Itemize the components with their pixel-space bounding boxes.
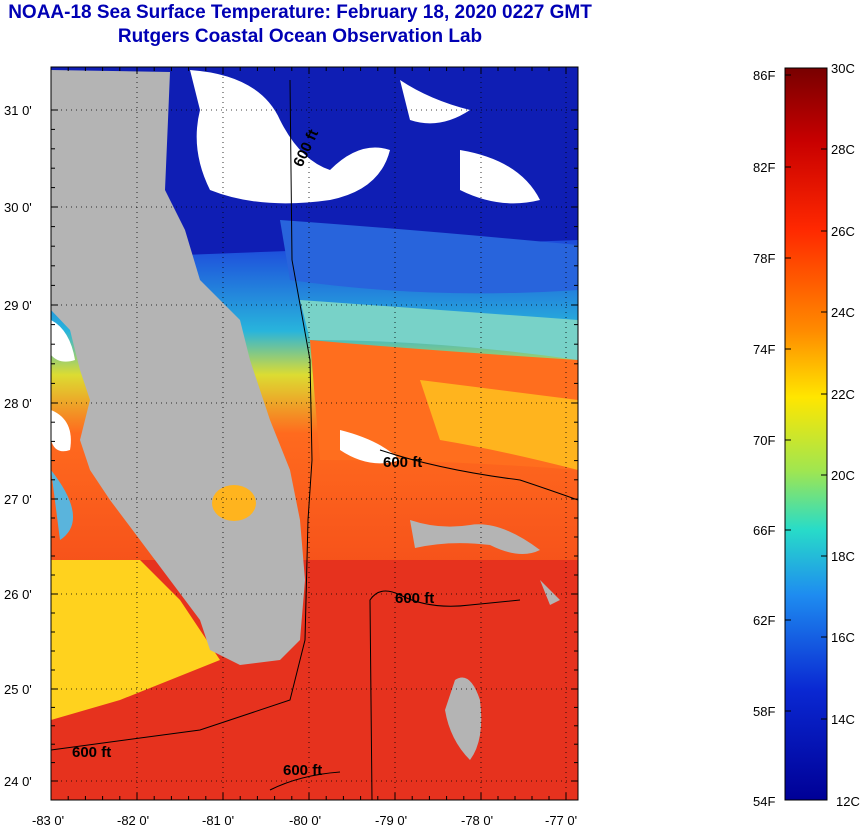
lat-label: 27 0': [4, 492, 32, 507]
celsius-label: 24C: [831, 305, 855, 320]
lat-label: 30 0': [4, 200, 32, 215]
cloud-region: [190, 70, 390, 204]
lon-label: -81 0': [202, 813, 234, 828]
fahrenheit-label: 62F: [753, 613, 775, 628]
celsius-label: 20C: [831, 468, 855, 483]
lat-label: 29 0': [4, 298, 32, 313]
celsius-label: 14C: [831, 712, 855, 727]
lon-label: -82 0': [117, 813, 149, 828]
contour-label-600ft-south: 600 ft: [283, 762, 322, 779]
fahrenheit-label: 82F: [753, 160, 775, 175]
fahrenheit-label: 86F: [753, 68, 775, 83]
andros-island: [445, 677, 482, 760]
lon-label: -78 0': [461, 813, 493, 828]
fahrenheit-label: 54F: [753, 794, 775, 809]
map-title: NOAA-18 Sea Surface Temperature: Februar…: [8, 2, 592, 23]
celsius-label: 12C: [836, 794, 860, 809]
lon-label: -79 0': [375, 813, 407, 828]
celsius-label: 28C: [831, 142, 855, 157]
celsius-label: 26C: [831, 224, 855, 239]
map-frame: [50, 66, 579, 801]
celsius-label: 18C: [831, 549, 855, 564]
lat-label: 31 0': [4, 103, 32, 118]
fahrenheit-label: 58F: [753, 704, 775, 719]
sst-field: [51, 67, 578, 800]
contour-label-600ft-central: 600 ft: [383, 454, 422, 471]
contour-label-600ft-bahamas: 600 ft: [395, 590, 434, 607]
lon-label: -77 0': [545, 813, 577, 828]
fahrenheit-label: 74F: [753, 342, 775, 357]
fahrenheit-label: 70F: [753, 433, 775, 448]
map-subtitle: Rutgers Coastal Ocean Observation Lab: [117, 26, 483, 47]
celsius-label: 22C: [831, 387, 855, 402]
lat-label: 28 0': [4, 396, 32, 411]
grand-bahama-island: [410, 520, 540, 554]
lat-label: 25 0': [4, 682, 32, 697]
fahrenheit-label: 78F: [753, 251, 775, 266]
lat-label: 24 0': [4, 774, 32, 789]
contour-label-600ft-southwest: 600 ft: [72, 744, 111, 761]
lon-label: -80 0': [289, 813, 321, 828]
celsius-label: 16C: [831, 630, 855, 645]
celsius-label: 30C: [831, 61, 855, 76]
lon-label: -83 0': [32, 813, 64, 828]
colorbar-scale: [784, 67, 828, 801]
lat-label: 26 0': [4, 587, 32, 602]
fahrenheit-label: 66F: [753, 523, 775, 538]
